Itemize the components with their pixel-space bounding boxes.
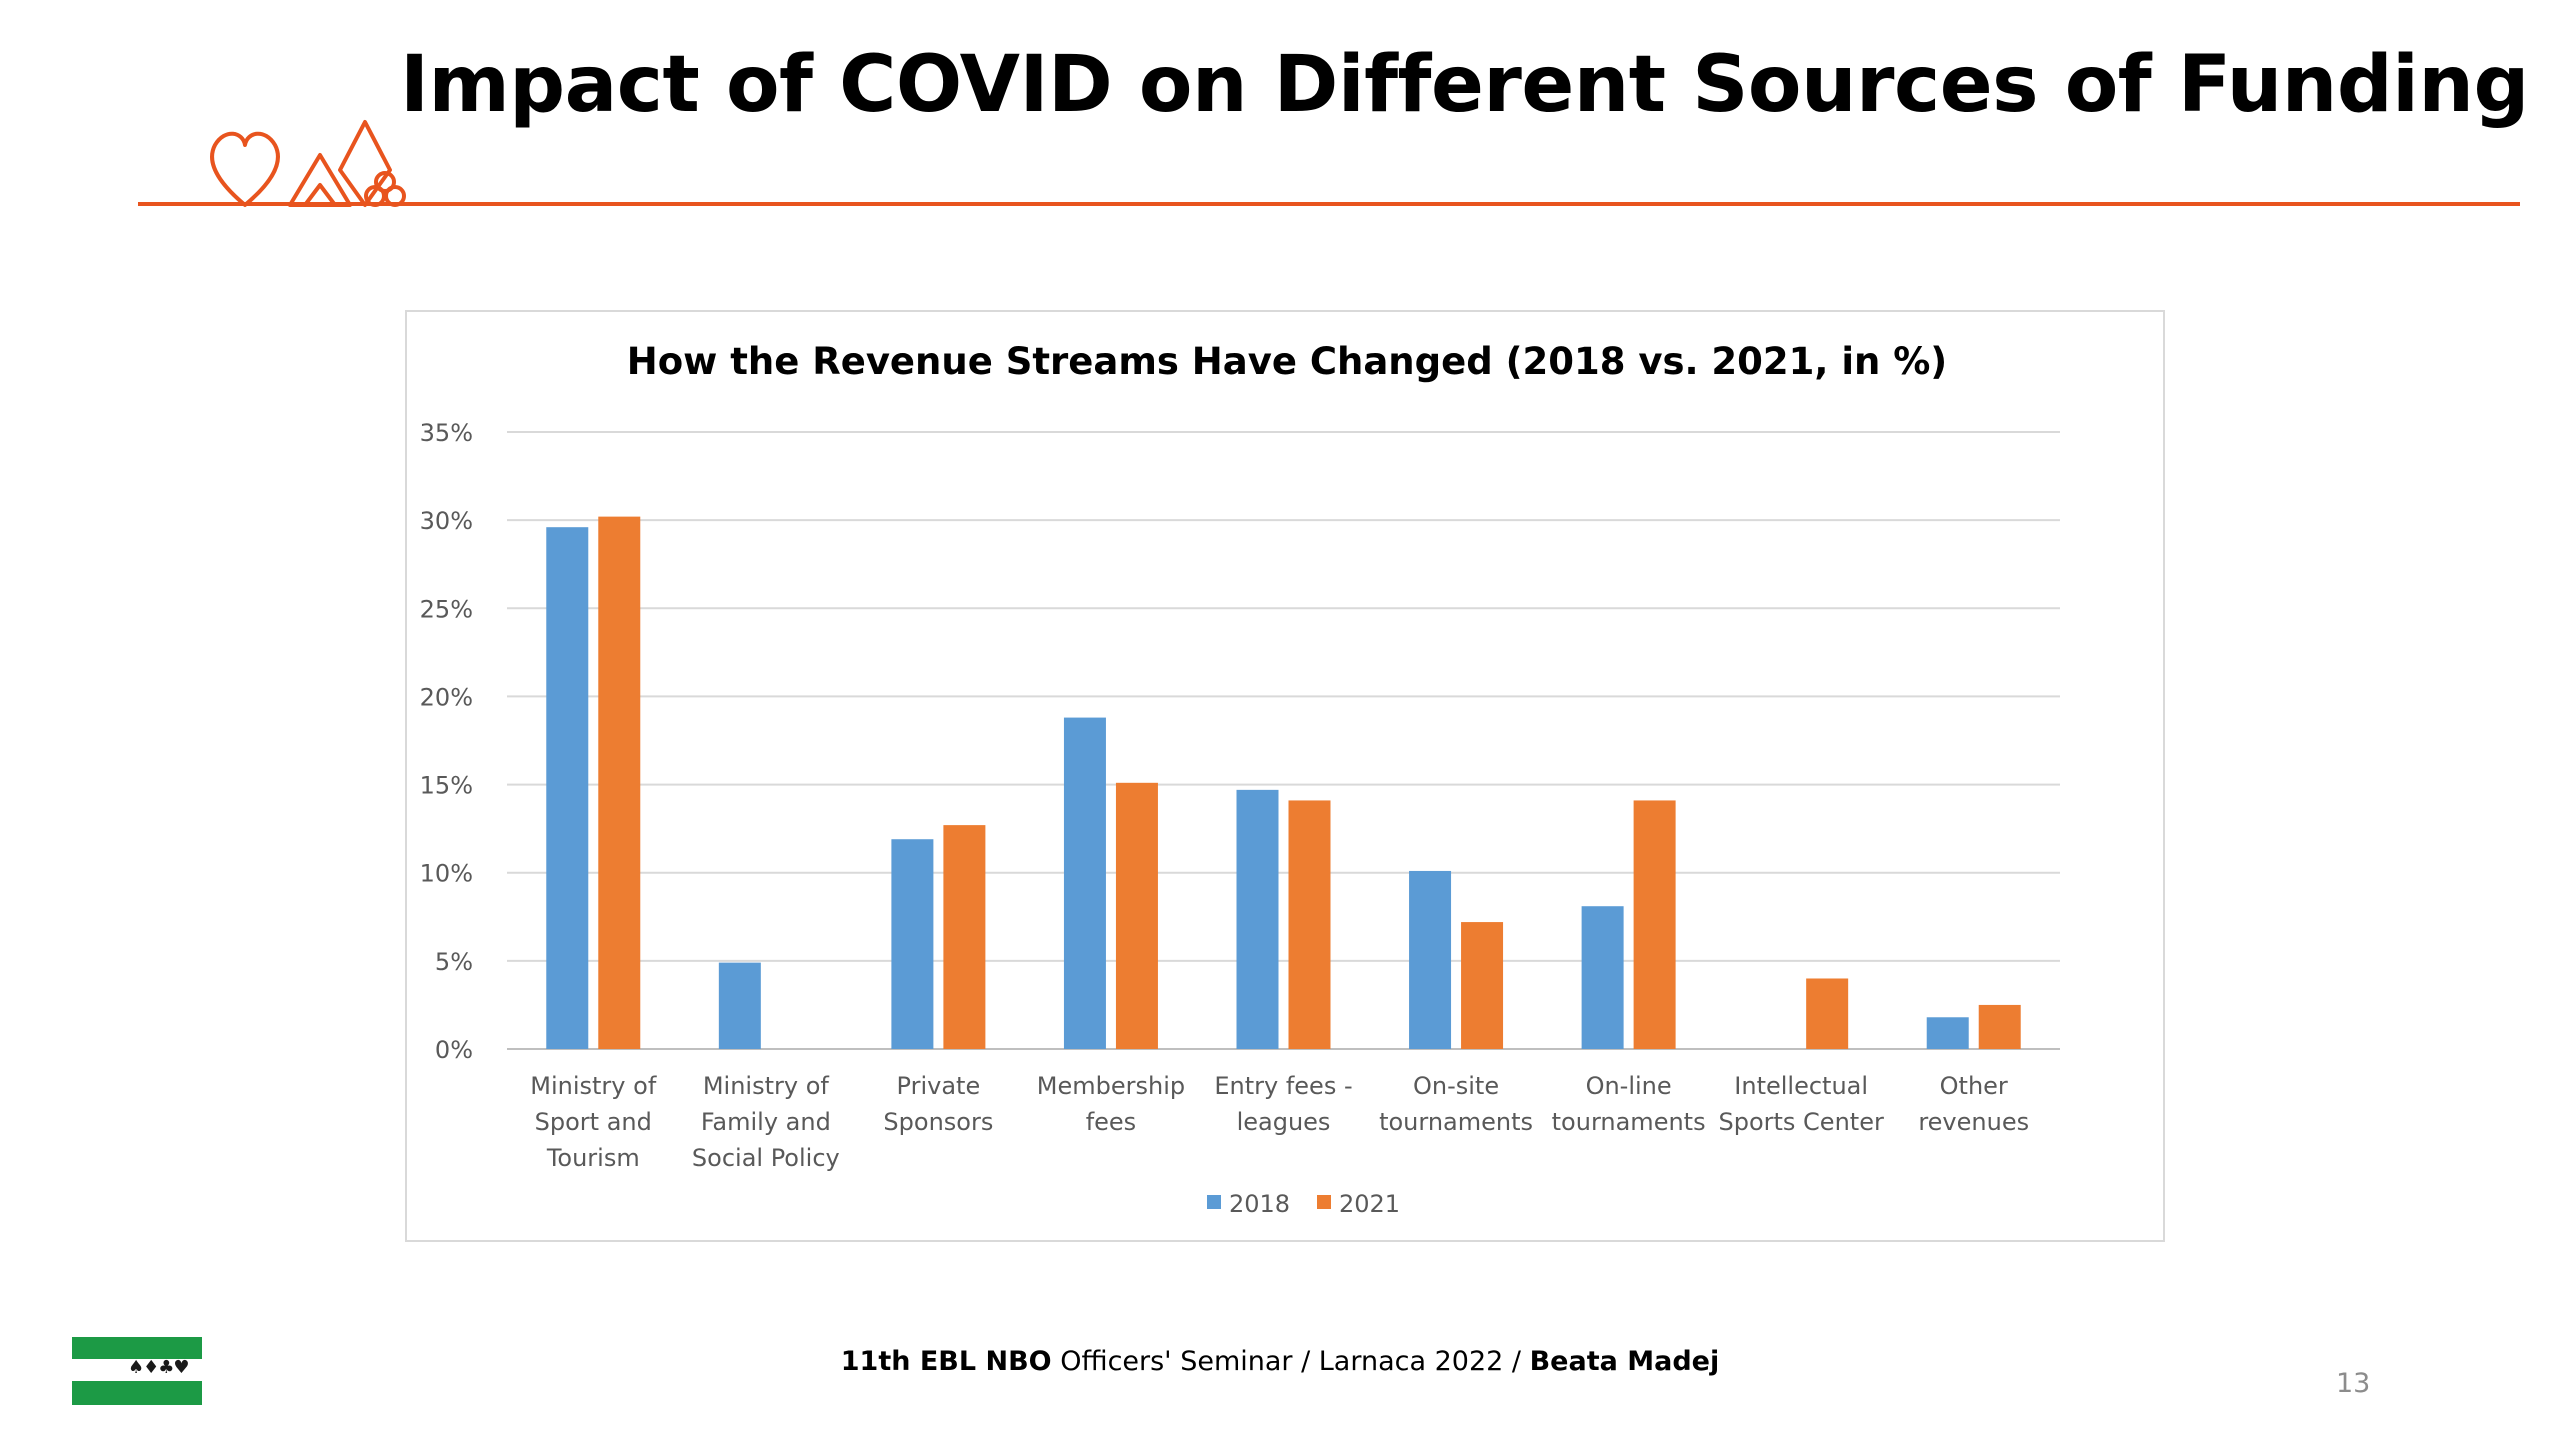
bridge-federation-logo: ♠♦♣♥ xyxy=(72,1337,202,1405)
legend-label: 2021 xyxy=(1339,1190,1400,1218)
y-tick-label: 15% xyxy=(420,772,473,800)
slide-title: Impact of COVID on Different Sources of … xyxy=(400,40,2529,130)
bar-chart: How the Revenue Streams Have Changed (20… xyxy=(420,340,2060,1218)
y-tick-label: 35% xyxy=(420,419,473,447)
bar-2021 xyxy=(1806,978,1849,1049)
x-tick-label: revenues xyxy=(1918,1108,2029,1136)
x-tick-label: On-line xyxy=(1586,1072,1672,1100)
footer-event-rest: Officers' Seminar / Larnaca 2022 / xyxy=(1051,1346,1530,1377)
legend-swatch-2018 xyxy=(1207,1195,1221,1209)
chart-title: How the Revenue Streams Have Changed (20… xyxy=(627,340,1947,383)
footer-event-bold: 11th EBL NBO xyxy=(840,1346,1052,1377)
x-tick-label: leagues xyxy=(1237,1108,1331,1136)
x-tick-label: fees xyxy=(1086,1108,1136,1136)
y-tick-label: 20% xyxy=(420,683,473,711)
x-tick-label: Ministry of xyxy=(530,1072,657,1100)
x-tick-label: Ministry of xyxy=(703,1072,830,1100)
x-tick-label: Entry fees - xyxy=(1214,1072,1352,1100)
y-tick-label: 0% xyxy=(435,1036,473,1064)
bar-2018 xyxy=(718,962,761,1049)
bar-2018 xyxy=(1063,717,1106,1049)
x-tick-label: Social Policy xyxy=(692,1144,840,1172)
x-tick-label: Sport and xyxy=(535,1108,652,1136)
bar-2018 xyxy=(546,527,589,1049)
chart-container: How the Revenue Streams Have Changed (20… xyxy=(405,310,2165,1242)
x-tick-label: Private xyxy=(897,1072,981,1100)
legend-label: 2018 xyxy=(1229,1190,1290,1218)
card-suits-logo xyxy=(210,120,406,207)
bar-2021 xyxy=(1288,800,1331,1049)
y-tick-label: 5% xyxy=(435,948,473,976)
bar-2018 xyxy=(891,839,934,1049)
bar-2021 xyxy=(1633,800,1676,1049)
bar-2018 xyxy=(1926,1017,1969,1049)
bar-2018 xyxy=(1236,789,1279,1049)
page-number: 13 xyxy=(2336,1368,2371,1399)
x-tick-label: Sports Center xyxy=(1718,1108,1883,1136)
bar-2021 xyxy=(598,516,641,1049)
bar-2021 xyxy=(943,825,986,1049)
logo-suits-text: ♠♦♣♥ xyxy=(128,1357,190,1378)
x-tick-label: On-site xyxy=(1413,1072,1499,1100)
y-tick-label: 10% xyxy=(420,860,473,888)
bar-2021 xyxy=(1115,782,1158,1049)
footer: 11th EBL NBO Officers' Seminar / Larnaca… xyxy=(0,1346,2560,1377)
y-tick-label: 25% xyxy=(420,595,473,623)
bar-2018 xyxy=(1409,870,1452,1049)
bar-2021 xyxy=(1461,922,1504,1049)
x-tick-label: Family and xyxy=(701,1108,831,1136)
x-tick-label: Membership xyxy=(1037,1072,1185,1100)
x-tick-label: tournaments xyxy=(1379,1108,1533,1136)
y-tick-label: 30% xyxy=(420,507,473,535)
footer-author: Beata Madej xyxy=(1529,1346,1720,1377)
x-tick-label: Intellectual xyxy=(1734,1072,1868,1100)
legend-swatch-2021 xyxy=(1317,1195,1331,1209)
logo-stripe xyxy=(72,1359,202,1381)
x-tick-label: Other xyxy=(1940,1072,2008,1100)
x-tick-label: Sponsors xyxy=(883,1108,993,1136)
bar-2018 xyxy=(1581,906,1624,1049)
bar-2021 xyxy=(1978,1004,2021,1049)
title-underline xyxy=(138,202,2520,206)
x-tick-label: tournaments xyxy=(1552,1108,1706,1136)
x-tick-label: Tourism xyxy=(546,1144,640,1172)
